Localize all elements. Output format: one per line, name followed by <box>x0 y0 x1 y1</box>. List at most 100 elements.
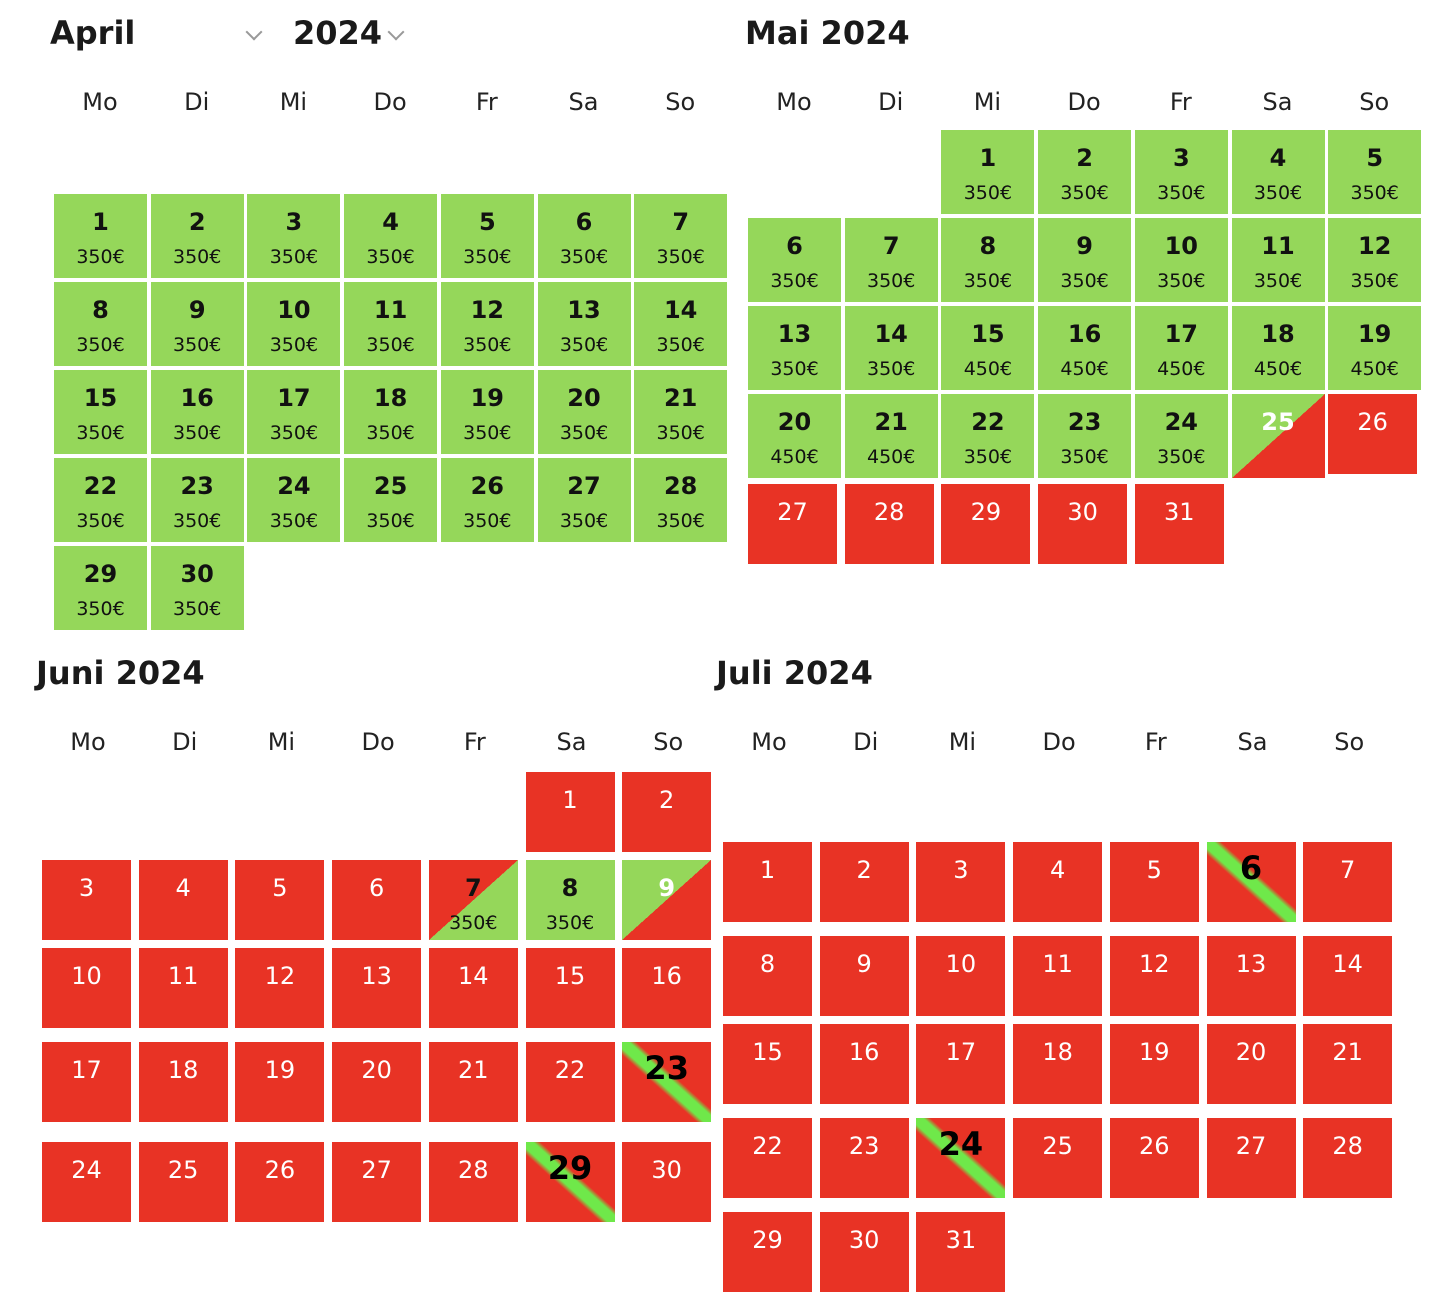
day-cell[interactable]: 2 <box>622 772 712 852</box>
day-cell[interactable]: 25 <box>1231 394 1325 478</box>
day-cell[interactable]: 26 <box>1328 394 1418 474</box>
year-select[interactable]: 2024 <box>293 14 382 52</box>
day-cell[interactable]: 27 <box>332 1142 422 1222</box>
day-cell[interactable]: 8 350€ <box>54 282 147 366</box>
day-cell[interactable]: 27 350€ <box>537 458 631 542</box>
day-cell[interactable]: 22 <box>723 1118 812 1198</box>
day-cell[interactable]: 5 <box>1109 842 1199 922</box>
day-cell[interactable]: 7 350€ <box>634 194 728 278</box>
day-cell[interactable]: 28 <box>428 1142 518 1222</box>
day-cell[interactable]: 11 <box>1013 936 1103 1016</box>
day-cell[interactable]: 8 350€ <box>941 218 1035 302</box>
day-cell[interactable]: 13 350€ <box>748 306 841 390</box>
day-cell[interactable]: 31 <box>916 1212 1006 1292</box>
day-cell[interactable]: 30 <box>819 1212 909 1292</box>
day-cell[interactable]: 9 350€ <box>150 282 244 366</box>
day-cell[interactable]: 22 350€ <box>941 394 1035 478</box>
day-cell[interactable]: 4 350€ <box>1231 130 1325 214</box>
day-cell[interactable]: 12 350€ <box>1328 218 1422 302</box>
day-cell[interactable]: 10 350€ <box>1134 218 1228 302</box>
day-cell[interactable]: 16 <box>819 1024 909 1104</box>
day-cell[interactable]: 14 350€ <box>634 282 728 366</box>
day-cell[interactable]: 4 <box>1013 842 1103 922</box>
day-cell[interactable]: 6 350€ <box>537 194 631 278</box>
day-cell[interactable]: 9 <box>622 860 712 940</box>
day-cell[interactable]: 17 450€ <box>1134 306 1228 390</box>
day-cell[interactable]: 20 350€ <box>537 370 631 454</box>
day-cell[interactable]: 13 <box>1206 936 1296 1016</box>
day-cell[interactable]: 7 350€ <box>844 218 938 302</box>
day-cell[interactable]: 3 350€ <box>1134 130 1228 214</box>
day-cell[interactable]: 30 <box>622 1142 712 1222</box>
day-cell[interactable]: 2 350€ <box>150 194 244 278</box>
day-cell[interactable]: 8 <box>723 936 812 1016</box>
day-cell[interactable]: 15 <box>723 1024 812 1104</box>
day-cell[interactable]: 27 <box>1206 1118 1296 1198</box>
day-cell[interactable]: 7 <box>1303 842 1393 922</box>
day-cell[interactable]: 29 350€ <box>54 546 147 630</box>
day-cell[interactable]: 1 350€ <box>941 130 1035 214</box>
day-cell[interactable]: 10 <box>42 948 131 1028</box>
day-cell[interactable]: 24 350€ <box>1134 394 1228 478</box>
day-cell[interactable]: 3 <box>916 842 1006 922</box>
day-cell[interactable]: 6 350€ <box>748 218 841 302</box>
day-cell[interactable]: 26 <box>1109 1118 1199 1198</box>
day-cell[interactable]: 13 350€ <box>537 282 631 366</box>
day-cell[interactable]: 27 <box>748 484 837 564</box>
day-cell[interactable]: 12 350€ <box>440 282 534 366</box>
day-cell[interactable]: 3 <box>42 860 131 940</box>
day-cell[interactable]: 18 350€ <box>344 370 438 454</box>
day-cell[interactable]: 7 350€ <box>428 860 518 940</box>
day-cell[interactable]: 16 350€ <box>150 370 244 454</box>
day-cell[interactable]: 22 350€ <box>54 458 147 542</box>
day-cell[interactable]: 15 450€ <box>941 306 1035 390</box>
day-cell[interactable]: 5 350€ <box>1328 130 1422 214</box>
day-cell[interactable]: 21 350€ <box>634 370 728 454</box>
day-cell[interactable]: 1 350€ <box>54 194 147 278</box>
day-cell[interactable]: 4 <box>138 860 228 940</box>
day-cell[interactable]: 19 <box>235 1042 325 1122</box>
day-cell[interactable]: 10 <box>916 936 1006 1016</box>
day-cell[interactable]: 9 <box>819 936 909 1016</box>
day-cell[interactable]: 6 <box>1206 842 1296 922</box>
day-cell[interactable]: 16 450€ <box>1038 306 1132 390</box>
day-cell[interactable]: 31 <box>1134 484 1224 564</box>
day-cell[interactable]: 19 <box>1109 1024 1199 1104</box>
day-cell[interactable]: 24 350€ <box>247 458 341 542</box>
day-cell[interactable]: 29 <box>941 484 1031 564</box>
day-cell[interactable]: 25 <box>1013 1118 1103 1198</box>
day-cell[interactable]: 12 <box>1109 936 1199 1016</box>
day-cell[interactable]: 10 350€ <box>247 282 341 366</box>
day-cell[interactable]: 28 350€ <box>634 458 728 542</box>
day-cell[interactable]: 30 <box>1038 484 1128 564</box>
day-cell[interactable]: 12 <box>235 948 325 1028</box>
day-cell[interactable]: 28 <box>1303 1118 1393 1198</box>
day-cell[interactable]: 8 350€ <box>525 860 615 940</box>
day-cell[interactable]: 11 350€ <box>344 282 438 366</box>
day-cell[interactable]: 14 350€ <box>844 306 938 390</box>
day-cell[interactable]: 6 <box>332 860 422 940</box>
day-cell[interactable]: 2 <box>819 842 909 922</box>
day-cell[interactable]: 15 <box>525 948 615 1028</box>
day-cell[interactable]: 1 <box>525 772 615 852</box>
day-cell[interactable]: 22 <box>525 1042 615 1122</box>
day-cell[interactable]: 16 <box>622 948 712 1028</box>
day-cell[interactable]: 3 350€ <box>247 194 341 278</box>
day-cell[interactable]: 5 <box>235 860 325 940</box>
day-cell[interactable]: 19 350€ <box>440 370 534 454</box>
day-cell[interactable]: 26 350€ <box>440 458 534 542</box>
chevron-down-icon[interactable] <box>387 23 405 41</box>
day-cell[interactable]: 20 <box>332 1042 422 1122</box>
day-cell[interactable]: 29 <box>723 1212 812 1292</box>
day-cell[interactable]: 23 350€ <box>1038 394 1132 478</box>
day-cell[interactable]: 21 450€ <box>844 394 938 478</box>
day-cell[interactable]: 5 350€ <box>440 194 534 278</box>
day-cell[interactable]: 19 450€ <box>1328 306 1422 390</box>
day-cell[interactable]: 4 350€ <box>344 194 438 278</box>
day-cell[interactable]: 25 350€ <box>344 458 438 542</box>
day-cell[interactable]: 23 <box>819 1118 909 1198</box>
day-cell[interactable]: 18 <box>138 1042 228 1122</box>
day-cell[interactable]: 28 <box>844 484 934 564</box>
day-cell[interactable]: 29 <box>525 1142 615 1222</box>
day-cell[interactable]: 1 <box>723 842 812 922</box>
